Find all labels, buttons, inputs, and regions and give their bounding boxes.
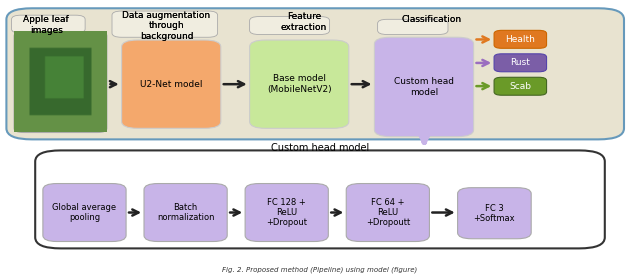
- FancyBboxPatch shape: [144, 184, 227, 242]
- Text: FC 128 +
ReLU
+Dropout: FC 128 + ReLU +Dropout: [266, 198, 307, 227]
- Text: Global average
pooling: Global average pooling: [52, 203, 116, 222]
- Text: Fig. 2. Proposed method (Pipeline) using model (figure): Fig. 2. Proposed method (Pipeline) using…: [222, 267, 418, 273]
- Text: Batch
normalization: Batch normalization: [157, 203, 214, 222]
- FancyBboxPatch shape: [250, 40, 349, 128]
- FancyBboxPatch shape: [494, 54, 547, 72]
- FancyBboxPatch shape: [378, 19, 448, 34]
- Text: Health: Health: [506, 35, 535, 44]
- Text: Apple leaf
images: Apple leaf images: [23, 15, 69, 34]
- Text: Rust: Rust: [510, 58, 531, 67]
- FancyBboxPatch shape: [250, 17, 330, 34]
- FancyBboxPatch shape: [245, 184, 328, 242]
- Text: Custom head
model: Custom head model: [394, 77, 454, 97]
- Text: FC 64 +
ReLU
+Dropoutt: FC 64 + ReLU +Dropoutt: [365, 198, 410, 227]
- Text: FC 3
+Softmax: FC 3 +Softmax: [474, 203, 515, 223]
- Text: Data augmentation
through
background: Data augmentation through background: [122, 11, 211, 41]
- Text: Classification: Classification: [402, 15, 462, 24]
- FancyBboxPatch shape: [43, 184, 126, 242]
- Text: Base model
(MobileNetV2): Base model (MobileNetV2): [267, 75, 332, 94]
- FancyBboxPatch shape: [14, 32, 107, 132]
- FancyBboxPatch shape: [12, 15, 85, 33]
- Text: Data augmentation
through
background: Data augmentation through background: [122, 11, 211, 41]
- Text: Classification: Classification: [402, 15, 462, 24]
- FancyBboxPatch shape: [112, 11, 218, 37]
- FancyBboxPatch shape: [6, 8, 624, 139]
- Text: Scab: Scab: [509, 82, 531, 91]
- FancyBboxPatch shape: [494, 30, 547, 48]
- Text: Apple leaf
images: Apple leaf images: [23, 15, 69, 34]
- Text: U2-Net model: U2-Net model: [140, 80, 202, 89]
- Text: Feature
extraction: Feature extraction: [281, 12, 327, 32]
- FancyBboxPatch shape: [458, 188, 531, 239]
- FancyBboxPatch shape: [35, 150, 605, 248]
- Text: Custom head model: Custom head model: [271, 143, 369, 153]
- FancyBboxPatch shape: [122, 40, 221, 128]
- Text: Feature
extraction: Feature extraction: [281, 12, 327, 32]
- FancyBboxPatch shape: [374, 37, 474, 137]
- FancyBboxPatch shape: [346, 184, 429, 242]
- FancyBboxPatch shape: [494, 77, 547, 95]
